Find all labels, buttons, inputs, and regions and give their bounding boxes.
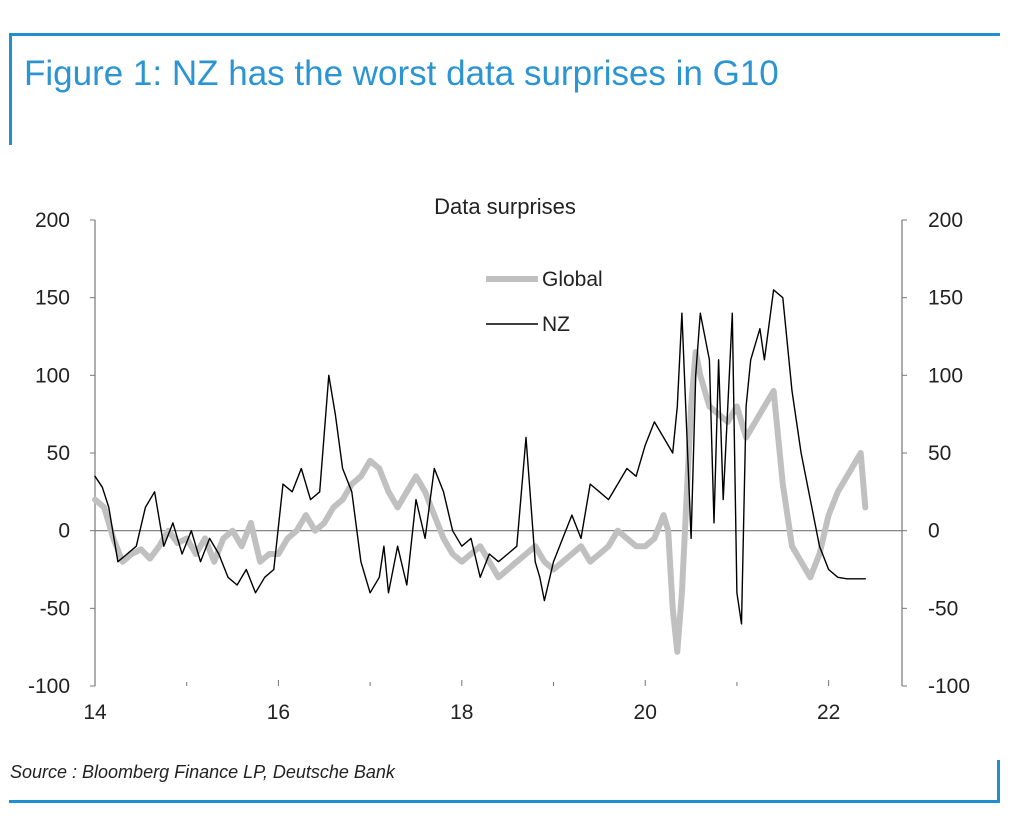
series-line-nz [94,289,866,625]
y-tick-label-left: 200 [35,209,70,232]
frame-right-border [997,760,1000,803]
axes: 200 200 150 150 100 100 50 50 0 0 -50 -50 -100 -100 14… [28,209,970,724]
y-tick-label-left: 150 [35,287,70,310]
series-line-global [92,349,869,655]
y-tick-label-left: -50 [40,597,70,620]
y-tick-label-left: 50 [47,442,70,465]
y-tick-label-right: 50 [928,442,951,465]
figure-title: Figure 1: NZ has the worst data surprise… [24,54,779,93]
y-tick-label-left: -100 [28,675,70,698]
chart-title: Data surprises [434,194,576,219]
x-tick-label: 14 [83,701,107,724]
y-tick-label-right: 200 [928,209,963,232]
frame-top-border [9,33,1000,36]
legend-label-global: Global [542,268,603,291]
y-tick-label-left: 0 [58,520,70,543]
y-tick-label-right: 100 [928,364,963,387]
frame-left-border [9,33,12,145]
x-tick-label: 16 [267,701,290,724]
y-tick-label-right: 0 [928,520,940,543]
source-note: Source : Bloomberg Finance LP, Deutsche … [10,762,395,782]
y-tick-label-right: -50 [928,597,958,620]
legend-label-nz: NZ [542,313,570,336]
x-tick-label: 18 [450,701,473,724]
legend: Global NZ [486,268,603,336]
frame-bottom-border [9,800,1000,803]
y-tick-label-right: 150 [928,287,963,310]
y-tick-label-left: 100 [35,364,70,387]
x-tick-label: 20 [634,701,657,724]
x-tick-label: 22 [817,701,840,724]
y-tick-label-right: -100 [928,675,970,698]
series-layer [92,289,869,655]
